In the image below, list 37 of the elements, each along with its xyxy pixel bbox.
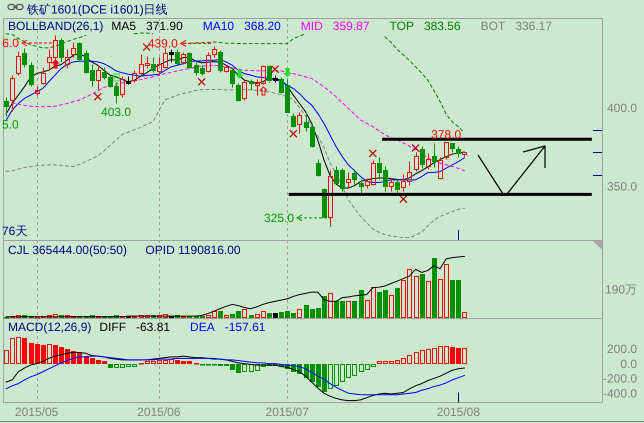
- y-tick-label: -400.0: [602, 386, 638, 400]
- y-tick-label: 400.0: [606, 100, 638, 115]
- annotation: 439.0: [148, 36, 178, 51]
- y-tick-label: -200.0: [602, 372, 638, 386]
- chart-subtitle: BOLLBAND(26,1): [8, 19, 104, 33]
- chart-title: MACD(12,26,9): [8, 320, 92, 334]
- series-label: TOP: [390, 19, 414, 33]
- chart-subtitle: OPID 1190816.00: [145, 243, 241, 257]
- annotation: 336.17: [515, 19, 552, 33]
- chart-title: CJL 365444.00(50:50): [8, 243, 127, 257]
- annotation: 378.0: [431, 127, 462, 142]
- text: MA10: [202, 19, 234, 33]
- x-tick-label: 2015/06: [137, 405, 181, 419]
- y-tick-label: 0.0: [620, 356, 638, 371]
- annotation: 359.87: [332, 19, 370, 33]
- text: MA5: [111, 19, 136, 33]
- annotation: 403.0: [101, 105, 132, 120]
- annotation: 325.0: [264, 211, 294, 226]
- x-tick-label: 2015/05: [14, 405, 59, 419]
- annotation: -63.81: [136, 320, 170, 334]
- text: DEA: [190, 320, 215, 334]
- annotation: 6.0: [2, 36, 20, 50]
- y-tick-label: 350.0: [606, 180, 638, 194]
- chart-title: 铁矿1601(DCE i1601)日线: [26, 2, 168, 16]
- text: 190万: [604, 282, 637, 296]
- annotation: 371.90: [146, 19, 184, 33]
- annotation: 5.0: [2, 118, 20, 132]
- annotation: -157.61: [224, 320, 266, 334]
- x-tick-label: 2015/07: [266, 405, 310, 419]
- x-tick-label: 2015/08: [436, 405, 480, 419]
- y-tick-label: 200.0: [606, 342, 638, 356]
- text: MID: [300, 19, 324, 33]
- text: BOT: [480, 19, 506, 33]
- series-label: DIFF: [99, 320, 126, 334]
- annotation: 368.20: [244, 19, 282, 33]
- annotation: 383.56: [424, 19, 461, 33]
- annotation: 76天: [2, 224, 28, 238]
